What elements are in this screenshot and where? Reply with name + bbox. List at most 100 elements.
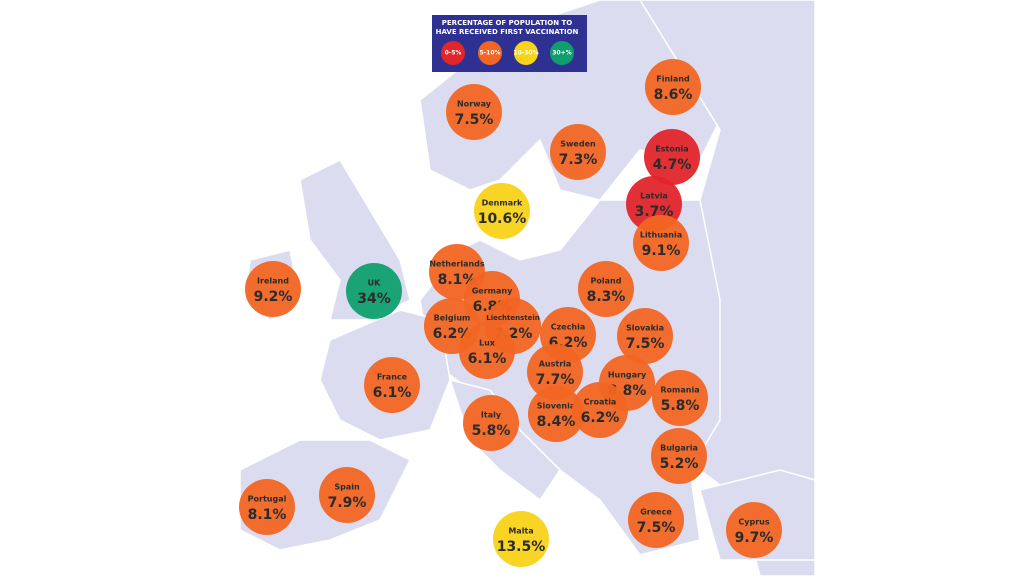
country-marker: Romania 5.8% [652,370,708,426]
country-marker: France 6.1% [364,357,420,413]
country-marker: UK 34% [346,263,402,319]
country-circle [446,84,502,140]
country-circle [364,357,420,413]
legend-label: 10-30% [513,50,538,57]
country-circle [550,124,606,180]
country-circle [239,479,295,535]
country-value: 5.8% [472,423,511,439]
country-value: 5.2% [660,456,699,472]
country-name: Netherlands [429,260,485,269]
country-marker: Poland 8.3% [578,261,634,317]
country-name: Finland [656,75,690,84]
country-name: Slovakia [626,324,664,333]
country-circle [474,183,530,239]
country-value: 6.2% [581,410,620,426]
country-name: France [377,373,408,382]
country-value: 6.1% [373,385,412,401]
country-value: 10.6% [478,211,527,227]
country-value: 6.1% [468,351,507,367]
country-circle [726,502,782,558]
country-value: 9.7% [735,530,774,546]
country-circle [652,370,708,426]
country-marker: Spain 7.9% [319,467,375,523]
country-name: Bulgaria [660,444,698,453]
country-marker: Greece 7.5% [628,492,684,548]
legend-swatch [514,41,538,65]
country-value: 9.1% [642,243,681,259]
country-value: 7.3% [559,152,598,168]
country-name: Lithuania [640,231,682,240]
country-value: 8.1% [438,272,477,288]
country-circle [644,129,700,185]
country-marker: Estonia 4.7% [644,129,700,185]
country-marker: Sweden 7.3% [550,124,606,180]
country-circle [245,261,301,317]
country-markers: Finland 8.6% Norway 7.5% Sweden 7.3% Estonia 4.… [239,59,782,567]
country-circle [459,323,515,379]
country-name: Estonia [655,145,688,154]
country-name: Spain [334,483,360,492]
country-value: 7.9% [328,495,367,511]
country-circle [528,386,584,442]
country-value: 13.5% [497,539,546,555]
country-value: 7.5% [626,336,665,352]
country-circle [346,263,402,319]
country-value: 8.6% [654,87,693,103]
country-marker: Bulgaria 5.2% [651,428,707,484]
country-circle [572,382,628,438]
country-name: Lux [479,339,496,348]
legend-items: 0-5% 5-10% 10-30% 30+% [441,41,574,65]
country-marker: Slovenia 8.4% [528,386,584,442]
country-marker: Lux 6.1% [459,323,515,379]
legend-swatch [550,41,574,65]
country-name: Denmark [482,199,523,208]
country-name: Italy [481,411,502,420]
country-marker: Slovakia 7.5% [617,308,673,364]
country-name: UK [368,279,381,288]
country-marker: Cyprus 9.7% [726,502,782,558]
country-name: Norway [457,100,492,109]
country-name: Liechtenstein [486,314,539,322]
legend-swatch [478,41,502,65]
country-circle [651,428,707,484]
country-name: Croatia [584,398,617,407]
country-value: 8.1% [248,507,287,523]
country-circle [628,492,684,548]
country-value: 5.8% [661,398,700,414]
country-circle [617,308,673,364]
country-name: Slovenia [537,402,575,411]
country-name: Greece [640,508,672,517]
country-value: 9.2% [254,289,293,305]
country-name: Portugal [248,495,287,504]
country-name: Germany [472,287,513,296]
country-circle [493,511,549,567]
country-circle [633,215,689,271]
country-circle [463,395,519,451]
country-value: 7.7% [536,372,575,388]
country-name: Czechia [551,323,586,332]
legend-swatch [441,41,465,65]
country-name: Austria [539,360,572,369]
country-name: Sweden [560,140,596,149]
country-circle [578,261,634,317]
country-marker: Portugal 8.1% [239,479,295,535]
legend-title: HAVE RECEIVED FIRST VACCINATION [436,28,579,36]
legend-label: 30+% [552,50,571,57]
country-value: 8.4% [537,414,576,430]
country-value: 4.7% [653,157,692,173]
legend-label: 5-10% [479,50,500,57]
country-marker: Malta 13.5% [493,511,549,567]
country-marker: Norway 7.5% [446,84,502,140]
country-value: 8.3% [587,289,626,305]
country-name: Latvia [640,192,668,201]
legend-title: PERCENTAGE OF POPULATION TO [442,19,572,27]
country-marker: Italy 5.8% [463,395,519,451]
country-value: 6.2% [433,326,472,342]
country-circle [319,467,375,523]
country-name: Cyprus [738,518,769,527]
country-circle [645,59,701,115]
country-name: Hungary [608,371,647,380]
country-marker: Ireland 9.2% [245,261,301,317]
country-marker: Finland 8.6% [645,59,701,115]
